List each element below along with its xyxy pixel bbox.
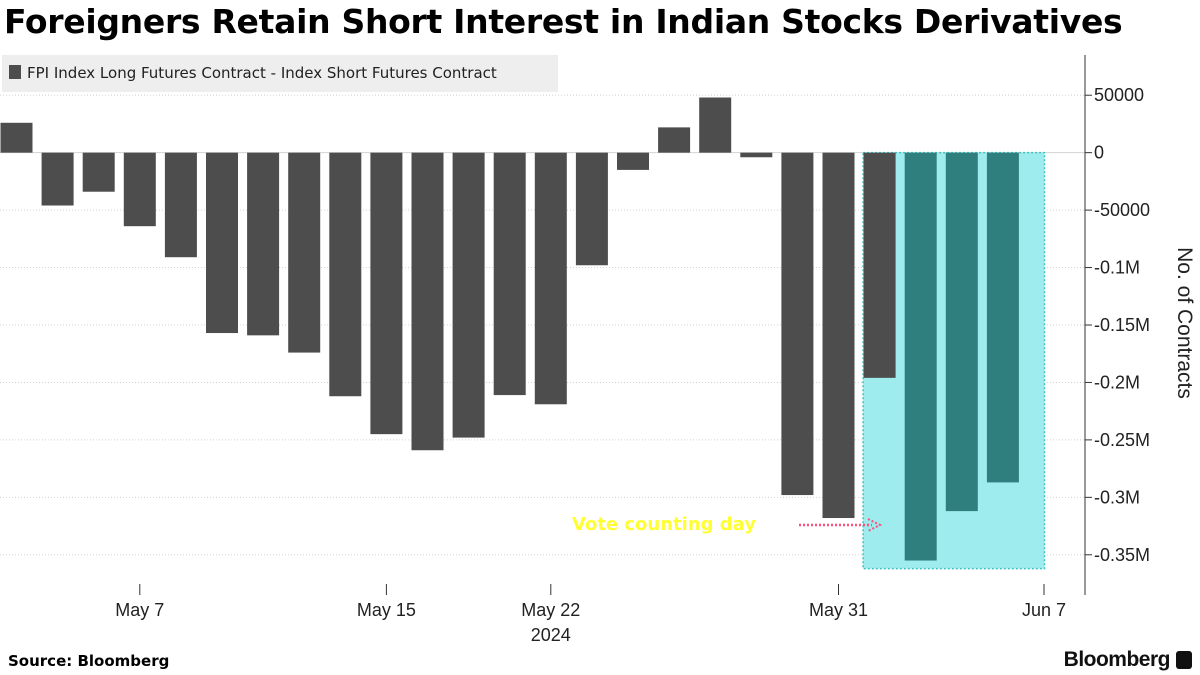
x-tick-label: Jun 7	[1022, 600, 1066, 620]
y-tick-label: 0	[1094, 143, 1104, 163]
legend-label: FPI Index Long Futures Contract - Index …	[27, 64, 497, 82]
x-tick-label: May 15	[357, 600, 416, 620]
axes: 50000 0 -50000 -0.1M -0.15M -0.2M -0.25M -0.3M -…	[115, 55, 1196, 645]
bloomberg-logo: Bloomberg	[1063, 648, 1171, 671]
bar	[658, 127, 691, 153]
bar	[699, 97, 732, 153]
bar	[82, 152, 115, 192]
annotation-arrowhead	[867, 518, 883, 532]
bar	[781, 152, 814, 496]
bars	[0, 97, 1019, 561]
bar	[41, 152, 74, 206]
bar	[411, 152, 444, 451]
bar	[822, 152, 855, 519]
bar	[740, 152, 773, 158]
vote-counting-annotation: Vote counting day	[572, 514, 756, 535]
bar	[288, 152, 321, 353]
bar	[370, 152, 403, 435]
legend-swatch	[9, 65, 21, 79]
bar	[123, 152, 156, 227]
bar	[493, 152, 526, 396]
bar	[329, 152, 362, 397]
legend-background	[2, 55, 558, 92]
y-tick-label: -0.35M	[1094, 545, 1150, 565]
bar	[617, 152, 649, 170]
y-tick-label: -0.15M	[1094, 315, 1150, 335]
bar	[575, 152, 608, 266]
bar	[0, 122, 33, 153]
bar	[206, 152, 238, 334]
bar	[945, 152, 978, 512]
y-tick-label: -0.3M	[1094, 487, 1140, 507]
y-tick-label: -0.25M	[1094, 430, 1150, 450]
bar	[534, 152, 567, 405]
annotation: Vote counting day	[572, 514, 883, 535]
bar	[904, 152, 937, 561]
y-tick-label: 50000	[1094, 85, 1144, 105]
legend: FPI Index Long Futures Contract - Index …	[2, 55, 558, 92]
x-tick-label: May 7	[115, 600, 164, 620]
bloomberg-terminal-icon	[1176, 651, 1192, 669]
source-note: Source: Bloomberg	[8, 652, 170, 670]
bar	[247, 152, 280, 336]
x-tick-label: May 31	[809, 600, 868, 620]
chart-title: Foreigners Retain Short Interest in Indi…	[4, 2, 1123, 41]
y-tick-label: -50000	[1094, 200, 1150, 220]
y-tick-label: -0.2M	[1094, 372, 1140, 392]
bar	[164, 152, 197, 258]
x-year-label: 2024	[531, 625, 571, 645]
x-tick-label: May 22	[521, 600, 580, 620]
y-axis-title: No. of Contracts	[1173, 247, 1196, 399]
bar	[863, 152, 896, 378]
y-tick-label: -0.1M	[1094, 258, 1140, 278]
bar	[452, 152, 485, 438]
bar	[986, 152, 1019, 483]
